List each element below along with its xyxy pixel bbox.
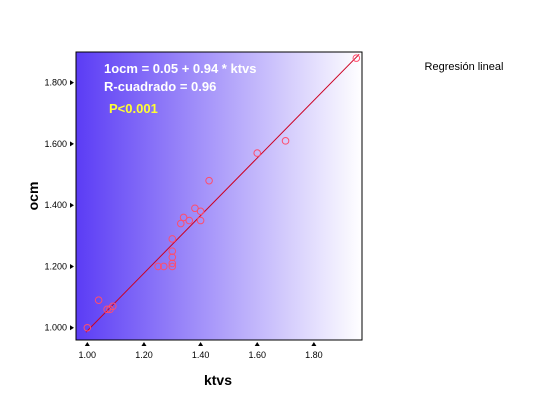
data-point-5 <box>154 262 162 271</box>
y-tick-mark-4 <box>70 80 74 86</box>
y-tick-label-1: 1.200 <box>44 261 67 271</box>
regression-line <box>85 53 360 333</box>
y-tick-mark-1 <box>70 263 74 269</box>
data-point-14 <box>185 216 194 225</box>
data-point-15 <box>191 204 199 213</box>
data-points <box>83 54 361 332</box>
y-tick-mark-2 <box>70 202 74 208</box>
y-tick-label-3: 1.600 <box>44 139 67 149</box>
x-tick-mark-3 <box>254 342 260 346</box>
data-point-6 <box>159 262 168 271</box>
x-tick-label-1: 1.20 <box>135 350 153 360</box>
x-tick-label-0: 1.00 <box>79 350 97 360</box>
data-point-20 <box>281 137 290 145</box>
data-point-16 <box>196 207 205 216</box>
x-tick-mark-2 <box>198 342 204 346</box>
data-point-10 <box>168 247 177 255</box>
data-point-18 <box>205 176 213 185</box>
x-tick-label-4: 1.80 <box>305 350 323 360</box>
x-tick-label-2: 1.40 <box>192 350 210 360</box>
data-point-7 <box>168 262 177 271</box>
x-axis-ticks: 1.00 1.20 1.40 1.60 1.80 <box>79 342 323 360</box>
data-point-13 <box>179 213 188 222</box>
x-tick-mark-1 <box>141 342 147 346</box>
data-point-1 <box>94 296 103 304</box>
y-tick-mark-3 <box>70 141 74 147</box>
data-point-17 <box>196 216 205 225</box>
data-point-2 <box>103 305 111 314</box>
y-tick-label-4: 1.800 <box>44 78 67 88</box>
data-point-21 <box>352 54 361 62</box>
data-point-19 <box>253 149 262 157</box>
legend-entry-regression: Regresión lineal <box>425 61 504 73</box>
data-point-11 <box>168 235 177 243</box>
x-tick-mark-4 <box>311 342 317 346</box>
y-axis-label: ocm <box>25 182 41 211</box>
x-tick-label-3: 1.60 <box>248 350 266 360</box>
y-tick-label-0: 1.000 <box>44 323 67 333</box>
r-squared-label: R-cuadrado = 0.96 <box>104 79 216 94</box>
x-axis-label: ktvs <box>204 372 232 388</box>
y-axis-ticks: 1.000 1.200 1.400 1.600 1.800 <box>44 78 74 333</box>
x-tick-mark-0 <box>84 342 90 346</box>
p-value-label: P<0.001 <box>109 101 158 116</box>
y-tick-label-2: 1.400 <box>44 200 67 210</box>
regression-equation: 1ocm = 0.05 + 0.94 * ktvs <box>104 61 257 76</box>
data-point-0 <box>83 323 92 332</box>
y-tick-mark-0 <box>70 325 74 331</box>
data-point-4 <box>109 302 117 311</box>
data-point-12 <box>176 219 185 228</box>
